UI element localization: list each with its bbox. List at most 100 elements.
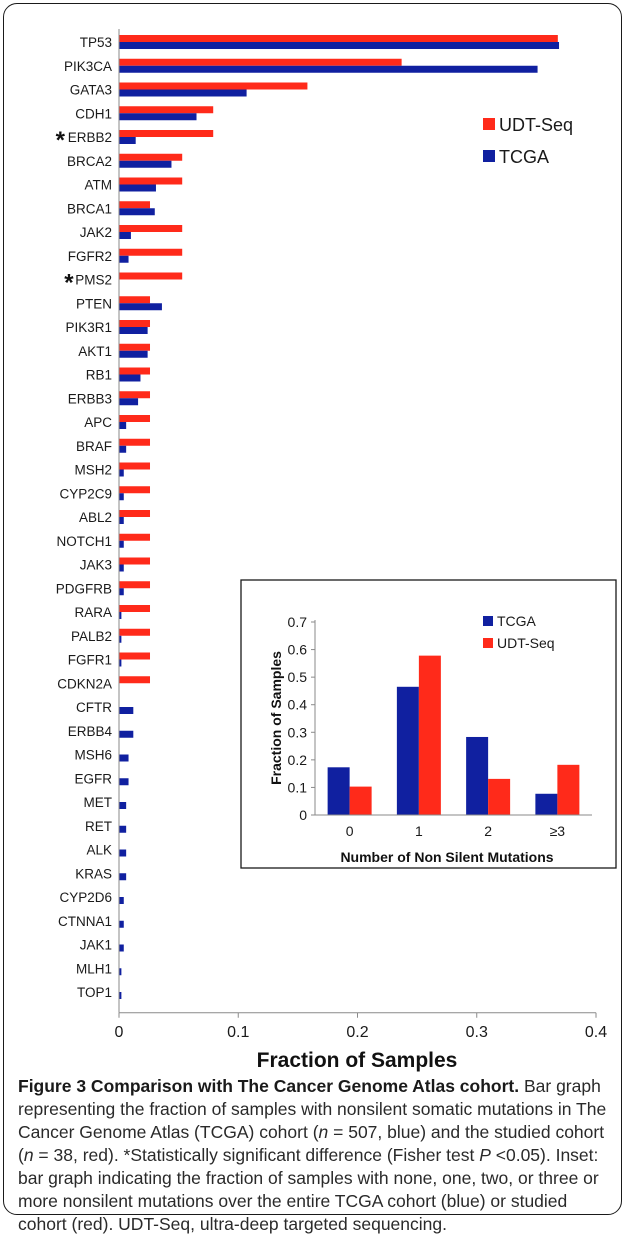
inset-bar-tcga-0 xyxy=(327,767,350,815)
bar-tcga-TP53 xyxy=(119,42,560,49)
inset-x-axis-title: Number of Non Silent Mutations xyxy=(340,849,553,865)
caption-p-symbol: P xyxy=(479,1145,491,1165)
category-label-PIK3CA: PIK3CA xyxy=(64,59,112,74)
caption-text-4: <0.05). Inset: bar graph indicating the … xyxy=(18,1145,599,1234)
bar-udtseq-PTEN xyxy=(119,296,151,304)
bar-tcga-CDH1 xyxy=(119,113,197,121)
bar-udtseq-ERBB3 xyxy=(119,391,151,399)
caption-text-3: = 38, red). *Statistically significant d… xyxy=(33,1145,480,1165)
category-label-MSH2: MSH2 xyxy=(74,463,112,478)
category-label-CTNNA1: CTNNA1 xyxy=(58,914,112,929)
category-label-APC: APC xyxy=(84,415,112,430)
bar-tcga-ATM xyxy=(119,184,156,192)
category-label-BRCA2: BRCA2 xyxy=(67,154,112,169)
inset-legend-label-TCGA: TCGA xyxy=(497,613,537,629)
bar-tcga-JAK2 xyxy=(119,232,131,239)
category-label-ALK: ALK xyxy=(86,843,112,858)
bar-tcga-PDGFRB xyxy=(119,588,124,596)
inset-x-tick-label: 2 xyxy=(484,823,492,839)
bar-tcga-CTNNA1 xyxy=(119,920,124,928)
bar-udtseq-PALB2 xyxy=(119,628,151,636)
bar-tcga-PIK3R1 xyxy=(119,327,148,334)
category-label-KRAS: KRAS xyxy=(75,866,112,881)
bar-tcga-MSH6 xyxy=(119,754,129,762)
bar-tcga-RET xyxy=(119,825,127,833)
category-label-MLH1: MLH1 xyxy=(76,961,112,976)
category-label-TOP1: TOP1 xyxy=(77,985,112,1000)
category-label-JAK1: JAK1 xyxy=(80,938,112,953)
bar-udtseq-JAK3 xyxy=(119,557,151,565)
inset-bar-tcga-≥3 xyxy=(535,793,558,815)
inset-bar-udtseq-1 xyxy=(418,655,441,815)
bar-udtseq-ATM xyxy=(119,177,183,185)
bar-udtseq-NOTCH1 xyxy=(119,533,151,541)
bar-tcga-TOP1 xyxy=(119,992,122,999)
x-tick-label: 0.4 xyxy=(585,1024,607,1041)
bar-tcga-BRAF xyxy=(119,445,127,453)
caption-n-symbol: n xyxy=(318,1122,329,1142)
bar-tcga-CYP2D6 xyxy=(119,897,124,904)
inset-bar-udtseq-≥3 xyxy=(557,764,580,815)
bar-udtseq-APC xyxy=(119,415,151,422)
x-axis-title: Fraction of Samples xyxy=(257,1049,458,1072)
category-label-ERBB3: ERBB3 xyxy=(68,391,112,406)
legend-swatch-TCGA xyxy=(483,150,495,162)
bar-udtseq-BRCA1 xyxy=(119,201,151,209)
inset-y-tick-label: 0.5 xyxy=(288,669,308,685)
category-label-PDGFRB: PDGFRB xyxy=(56,581,112,596)
category-label-PALB2: PALB2 xyxy=(71,629,112,644)
bar-udtseq-ABL2 xyxy=(119,510,151,517)
category-label-ABL2: ABL2 xyxy=(79,510,112,525)
inset-y-tick-label: 0.7 xyxy=(288,614,308,630)
category-label-GATA3: GATA3 xyxy=(70,83,112,98)
x-tick-label: 0.3 xyxy=(466,1024,488,1041)
bar-udtseq-MSH2 xyxy=(119,462,151,470)
bar-udtseq-FGFR1 xyxy=(119,652,151,660)
legend-label-TCGA: TCGA xyxy=(499,147,549,167)
bar-tcga-CYP2C9 xyxy=(119,493,124,501)
category-label-AKT1: AKT1 xyxy=(78,344,112,359)
category-label-RARA: RARA xyxy=(74,605,112,620)
category-label-BRAF: BRAF xyxy=(76,439,112,454)
category-label-RET: RET xyxy=(85,819,112,834)
category-label-JAK3: JAK3 xyxy=(80,558,112,573)
category-label-CYP2D6: CYP2D6 xyxy=(59,890,112,905)
bar-udtseq-FGFR2 xyxy=(119,248,183,256)
category-label-BRCA1: BRCA1 xyxy=(67,201,112,216)
bar-tcga-BRCA2 xyxy=(119,160,172,168)
bar-tcga-KRAS xyxy=(119,873,127,881)
category-label-PMS2: PMS2 xyxy=(75,273,112,288)
significance-asterisk-ERBB2: * xyxy=(56,127,66,154)
legend-swatch-UDT-Seq xyxy=(483,118,495,130)
category-label-PTEN: PTEN xyxy=(76,296,112,311)
category-label-MET: MET xyxy=(84,795,113,810)
inset-x-tick-label: ≥3 xyxy=(550,823,566,839)
inset-legend-swatch-UDT-Seq xyxy=(483,638,493,648)
category-label-MSH6: MSH6 xyxy=(74,748,112,763)
bar-tcga-PALB2 xyxy=(119,635,122,643)
category-label-CYP2C9: CYP2C9 xyxy=(59,486,112,501)
caption-text-1: Bar graph representing the fraction of s… xyxy=(18,1076,607,1142)
bar-udtseq-BRAF xyxy=(119,438,151,446)
bar-udtseq-CYP2C9 xyxy=(119,486,151,494)
bar-udtseq-RARA xyxy=(119,605,151,612)
bar-tcga-EGFR xyxy=(119,778,129,786)
bar-tcga-ERBB3 xyxy=(119,398,139,406)
caption-n-symbol-2: n xyxy=(23,1145,34,1165)
bar-tcga-MET xyxy=(119,802,127,809)
bar-udtseq-ERBB2 xyxy=(119,130,214,137)
inset-legend-label-UDT-Seq: UDT-Seq xyxy=(497,635,555,651)
inset-y-axis-title: Fraction of Samples xyxy=(268,651,284,785)
bar-udtseq-JAK2 xyxy=(119,225,183,232)
bar-tcga-FGFR2 xyxy=(119,255,129,263)
bar-udtseq-TP53 xyxy=(119,35,558,42)
category-label-ERBB2: ERBB2 xyxy=(68,130,112,145)
main-bar-chart: TP53PIK3CAGATA3CDH1ERBB2*BRCA2ATMBRCA1JA… xyxy=(56,29,607,1072)
figure-caption: Figure 3 Comparison with The Cancer Geno… xyxy=(18,1075,614,1236)
category-label-PIK3R1: PIK3R1 xyxy=(65,320,112,335)
inset-y-tick-label: 0.2 xyxy=(288,752,308,768)
bar-tcga-RB1 xyxy=(119,374,141,382)
bar-udtseq-BRCA2 xyxy=(119,153,183,161)
bar-udtseq-GATA3 xyxy=(119,82,308,90)
inset-bar-chart: 0 1 2 ≥3 0 0.1 0.2 0.3 0.4 0.5 0.6 0.7 Fraction of S… xyxy=(268,613,592,865)
